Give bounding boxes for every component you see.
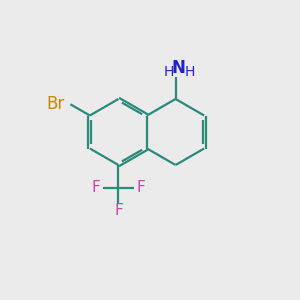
Text: H: H xyxy=(184,65,195,79)
Text: H: H xyxy=(163,65,174,79)
Text: N: N xyxy=(171,59,185,77)
Text: F: F xyxy=(114,203,123,218)
Text: F: F xyxy=(92,180,100,195)
Text: Br: Br xyxy=(47,95,65,113)
Text: F: F xyxy=(136,180,145,195)
